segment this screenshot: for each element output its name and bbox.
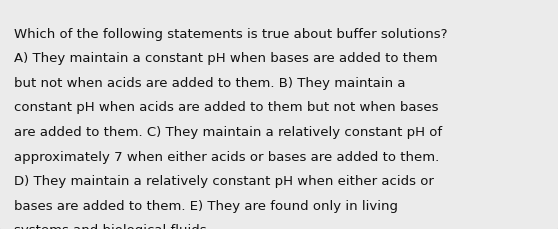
Text: systems and biological fluids.: systems and biological fluids. — [14, 224, 211, 229]
Text: are added to them. C) They maintain a relatively constant pH of: are added to them. C) They maintain a re… — [14, 125, 442, 139]
Text: D) They maintain a relatively constant pH when either acids or: D) They maintain a relatively constant p… — [14, 174, 434, 188]
Text: A) They maintain a constant pH when bases are added to them: A) They maintain a constant pH when base… — [14, 52, 437, 65]
Text: Which of the following statements is true about buffer solutions?: Which of the following statements is tru… — [14, 27, 448, 41]
Text: but not when acids are added to them. B) They maintain a: but not when acids are added to them. B)… — [14, 76, 406, 90]
Text: bases are added to them. E) They are found only in living: bases are added to them. E) They are fou… — [14, 199, 398, 212]
Text: constant pH when acids are added to them but not when bases: constant pH when acids are added to them… — [14, 101, 439, 114]
Text: approximately 7 when either acids or bases are added to them.: approximately 7 when either acids or bas… — [14, 150, 439, 163]
